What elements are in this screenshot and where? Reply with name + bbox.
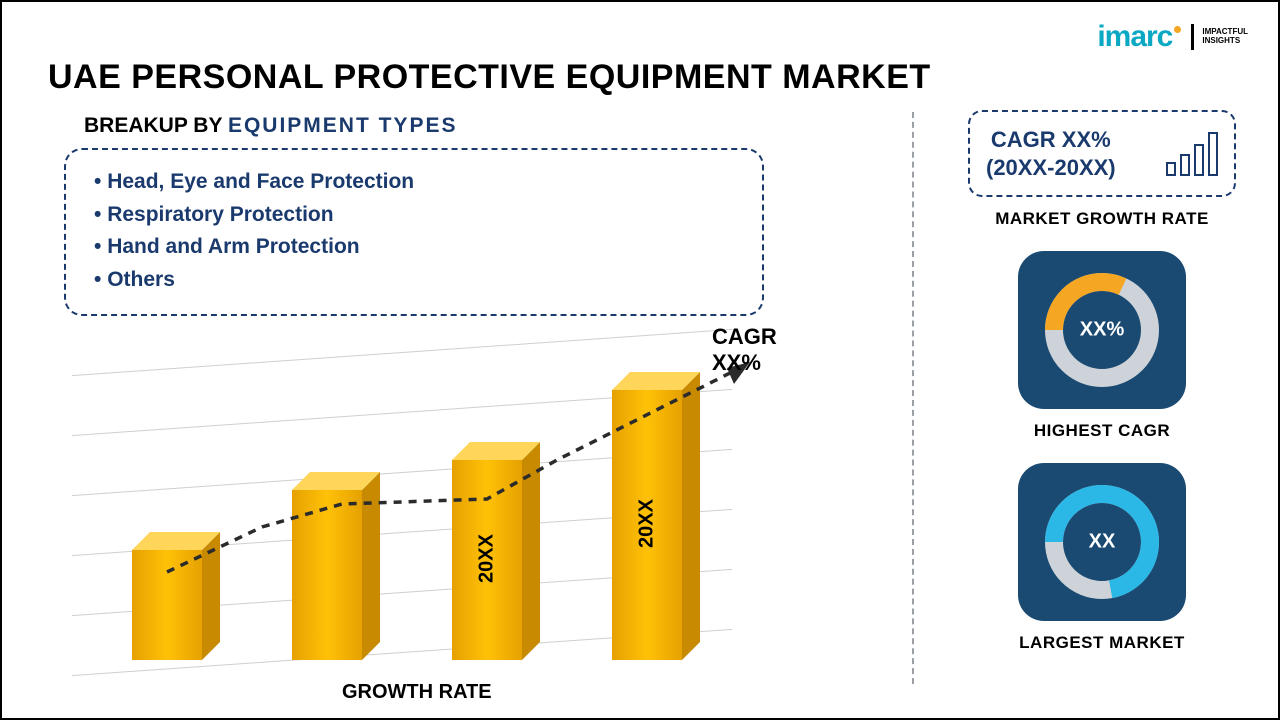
brand-tagline: IMPACTFUL INSIGHTS bbox=[1202, 28, 1248, 46]
cagr-summary-text: CAGR XX% (20XX-20XX) bbox=[986, 126, 1116, 181]
largest-market-label: LARGEST MARKET bbox=[1019, 633, 1185, 653]
chart-bars: 20XX 20XX bbox=[132, 360, 752, 660]
list-item: Head, Eye and Face Protection bbox=[94, 166, 734, 199]
cagr-arrow-label: CAGR XX% bbox=[712, 324, 822, 376]
vertical-divider bbox=[912, 112, 914, 684]
brand-dot-icon bbox=[1174, 26, 1181, 33]
highest-cagr-label: HIGHEST CAGR bbox=[1034, 421, 1170, 441]
mini-bar-icon bbox=[1166, 132, 1218, 176]
list-item: Respiratory Protection bbox=[94, 199, 734, 232]
cagr-summary-box: CAGR XX% (20XX-20XX) bbox=[968, 110, 1236, 197]
chart-bar: 20XX bbox=[612, 390, 682, 660]
donut-center-value: XX% bbox=[1080, 319, 1124, 342]
list-item: Others bbox=[94, 264, 734, 297]
chart-bar bbox=[292, 490, 362, 660]
list-item: Hand and Arm Protection bbox=[94, 231, 734, 264]
brand-logo: imarc IMPACTFUL INSIGHTS bbox=[1097, 20, 1248, 54]
donut-center-value: XX bbox=[1089, 531, 1116, 554]
growth-bar-chart: 20XX20XX CAGR XX% GROWTH RATE bbox=[72, 332, 822, 672]
breakup-heading: BREAKUP BY EQUIPMENT TYPES bbox=[84, 114, 457, 138]
largest-market-tile: XX bbox=[1018, 463, 1186, 621]
page-title: UAE PERSONAL PROTECTIVE EQUIPMENT MARKET bbox=[48, 58, 931, 97]
chart-bar bbox=[132, 550, 202, 660]
brand-name: imarc bbox=[1097, 20, 1172, 54]
x-axis-label: GROWTH RATE bbox=[342, 681, 492, 704]
chart-bar: 20XX bbox=[452, 460, 522, 660]
bar-year-label: 20XX bbox=[476, 534, 499, 583]
breakup-box: Head, Eye and Face Protection Respirator… bbox=[64, 148, 764, 316]
equipment-type-list: Head, Eye and Face Protection Respirator… bbox=[94, 166, 734, 296]
donut-chart: XX bbox=[1042, 482, 1162, 602]
growth-rate-label: MARKET GROWTH RATE bbox=[995, 209, 1209, 229]
bar-year-label: 20XX bbox=[636, 499, 659, 548]
highest-cagr-tile: XX% bbox=[1018, 251, 1186, 409]
right-column: CAGR XX% (20XX-20XX) MARKET GROWTH RATE … bbox=[962, 110, 1242, 653]
brand-divider-icon bbox=[1191, 24, 1194, 50]
donut-chart: XX% bbox=[1042, 270, 1162, 390]
